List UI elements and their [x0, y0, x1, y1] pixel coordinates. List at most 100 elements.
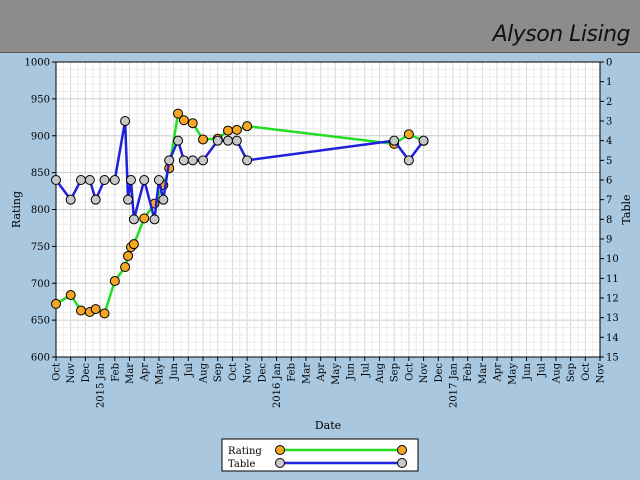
x-tick-label: Oct [404, 363, 415, 381]
point-rating [109, 276, 120, 287]
point-table [123, 194, 134, 205]
y2-tick-label: 0 [606, 58, 612, 69]
x-tick-label: Jun [169, 362, 180, 380]
y2-tick-label: 11 [606, 274, 619, 285]
y2-tick-label: 7 [606, 195, 612, 206]
y2-tick-label: 3 [606, 117, 612, 128]
x-tick-label: Dec [81, 363, 92, 383]
y2-tick-label: 6 [606, 176, 612, 187]
point-rating [198, 134, 209, 145]
y2-tick-label: 1 [606, 77, 612, 88]
point-table [128, 214, 139, 225]
x-tick-label: Sep [566, 363, 577, 382]
legend-marker-rating [397, 445, 407, 455]
point-rating [173, 108, 184, 119]
x-tick-label: 2016 Jan [272, 362, 283, 408]
point-table [231, 135, 242, 146]
x-tick-label: Mar [478, 363, 489, 384]
x-tick-label: Dec [434, 363, 445, 383]
point-table [418, 135, 429, 146]
x-tick-label: Mar [301, 363, 312, 384]
point-table [109, 175, 120, 185]
x-tick-label: Apr [316, 363, 327, 383]
point-rating [223, 125, 234, 136]
point-table [389, 135, 400, 146]
point-rating [128, 239, 139, 250]
x-tick-label: Oct [581, 363, 592, 381]
x-tick-label: 2015 Jan [96, 362, 107, 408]
y-tick-label: 750 [31, 242, 50, 253]
point-table [120, 116, 131, 126]
y2-tick-label: 14 [606, 333, 619, 344]
point-rating [139, 213, 150, 224]
point-table [223, 135, 234, 146]
x-tick-label: Jun [522, 362, 533, 380]
point-table [149, 214, 160, 225]
point-table [125, 175, 136, 185]
x-tick-label: 2017 Jan [448, 362, 459, 408]
point-table [198, 155, 209, 166]
point-rating [99, 308, 110, 319]
x-tick-label: Feb [287, 363, 298, 382]
x-tick-label: Aug [551, 362, 562, 384]
y-tick-label: 650 [31, 316, 50, 327]
point-rating [123, 250, 134, 261]
y2-tick-label: 12 [606, 294, 619, 305]
point-rating [403, 129, 414, 140]
y2-tick-label: 15 [606, 353, 619, 364]
y-axis-title: Rating [10, 191, 23, 228]
point-table [164, 155, 175, 166]
x-tick-label: Nov [419, 363, 430, 384]
header-bar: Alyson Lising [0, 0, 640, 53]
x-tick-label: Nov [66, 363, 77, 384]
x-tick-label: Sep [213, 363, 224, 382]
x-tick-label: Mar [125, 363, 136, 384]
point-rating [51, 298, 61, 309]
x-tick-label: Nov [596, 363, 607, 384]
legend-marker-rating [275, 445, 285, 455]
point-table [403, 155, 414, 166]
y-tick-label: 950 [31, 94, 50, 105]
point-rating [90, 304, 101, 315]
point-table [158, 194, 169, 205]
y-tick-label: 1000 [25, 58, 50, 69]
y-tick-label: 600 [31, 353, 50, 364]
y-tick-label: 900 [31, 131, 50, 142]
point-table [65, 194, 76, 205]
point-table [173, 135, 184, 146]
x-tick-label: Jul [537, 363, 548, 378]
x-tick-label: May [154, 363, 165, 385]
y2-tick-label: 5 [606, 156, 612, 167]
point-rating [231, 124, 242, 135]
player-name-title: Alyson Lising [492, 22, 631, 47]
x-tick-label: Jul [360, 363, 371, 378]
y2-axis-title: Table [620, 194, 633, 224]
y-tick-label: 700 [31, 279, 50, 290]
point-table [99, 175, 110, 185]
x-tick-label: Sep [390, 363, 401, 382]
x-tick-label: Dec [257, 363, 268, 383]
x-tick-label: Jun [346, 362, 357, 380]
y2-tick-label: 8 [606, 215, 612, 226]
point-table [139, 175, 150, 185]
x-axis-title: Date [315, 419, 341, 432]
y2-tick-label: 10 [606, 254, 619, 265]
x-tick-label: Oct [228, 363, 239, 381]
x-tick-label: Oct [52, 363, 63, 381]
x-tick-label: Feb [463, 363, 474, 382]
x-tick-label: May [507, 363, 518, 385]
y2-tick-label: 13 [606, 313, 619, 324]
legend-marker-table [275, 458, 285, 468]
point-rating [242, 121, 253, 132]
point-table [90, 194, 101, 205]
x-tick-label: Feb [110, 363, 121, 382]
point-rating [75, 305, 86, 316]
x-tick-label: Aug [375, 362, 386, 384]
y2-tick-label: 9 [606, 235, 612, 246]
point-table [75, 175, 86, 185]
legend-marker-table [397, 458, 407, 468]
x-tick-label: May [331, 363, 342, 385]
point-table [187, 155, 198, 166]
x-tick-label: Aug [199, 362, 210, 384]
